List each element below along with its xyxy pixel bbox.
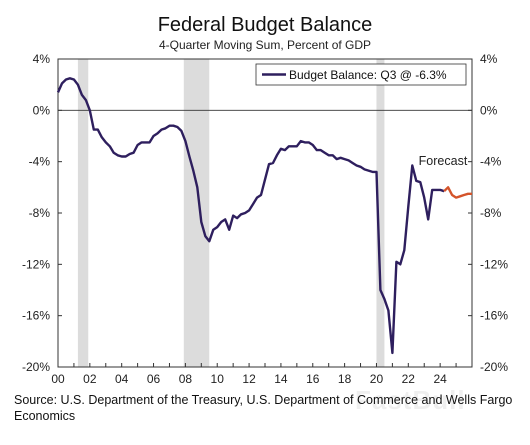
- y-tick-label-left: -8%: [29, 206, 51, 220]
- y-tick-label-right: -20%: [480, 360, 508, 374]
- y-tick-label-right: 4%: [480, 52, 498, 66]
- plot-frame: [57, 58, 473, 368]
- source-note: Source: U.S. Department of the Treasury,…: [14, 393, 513, 423]
- x-tick-label: 24: [433, 372, 447, 386]
- y-tick-label-left: -12%: [22, 257, 50, 271]
- recession-bar: [77, 59, 89, 367]
- y-tick-label-left: -4%: [29, 155, 51, 169]
- chart-subtitle: 4-Quarter Moving Sum, Percent of GDP: [158, 38, 372, 52]
- y-tick-label-left: 0%: [33, 103, 51, 117]
- y-tick-label-right: -8%: [480, 206, 502, 220]
- y-tick-label-left: -20%: [22, 360, 50, 374]
- x-tick-label: 06: [147, 372, 161, 386]
- legend-label: Budget Balance: Q3 @ -6.3%: [289, 68, 447, 82]
- y-tick-label-left: 4%: [33, 52, 51, 66]
- x-tick-label: 08: [179, 372, 193, 386]
- forecast-annotation: Forecast: [419, 154, 468, 168]
- x-tick-label: 04: [115, 372, 129, 386]
- x-tick-label: 12: [242, 372, 256, 386]
- x-tick-label: 14: [274, 372, 288, 386]
- series-line-forecast: [443, 186, 472, 199]
- x-tick-label: 18: [338, 372, 352, 386]
- x-tick-label: 00: [51, 372, 65, 386]
- series-line-budget-balance: [56, 77, 445, 355]
- y-tick-label-right: 0%: [480, 103, 498, 117]
- recession-bar: [376, 59, 385, 367]
- x-tick-label: 22: [402, 372, 416, 386]
- x-tick-label: 02: [83, 372, 97, 386]
- watermark-logo: FastBull: [355, 385, 466, 415]
- y-tick-label-right: -12%: [480, 257, 508, 271]
- chart-title: Federal Budget Balance: [157, 14, 373, 36]
- y-tick-label-right: -16%: [480, 309, 508, 323]
- x-tick-label: 16: [306, 372, 320, 386]
- recession-bar: [183, 59, 210, 367]
- y-tick-label-right: -4%: [480, 155, 502, 169]
- legend-box: [255, 63, 467, 86]
- x-tick-label: 20: [370, 372, 384, 386]
- y-tick-label-left: -16%: [22, 309, 50, 323]
- x-tick-label: 10: [211, 372, 225, 386]
